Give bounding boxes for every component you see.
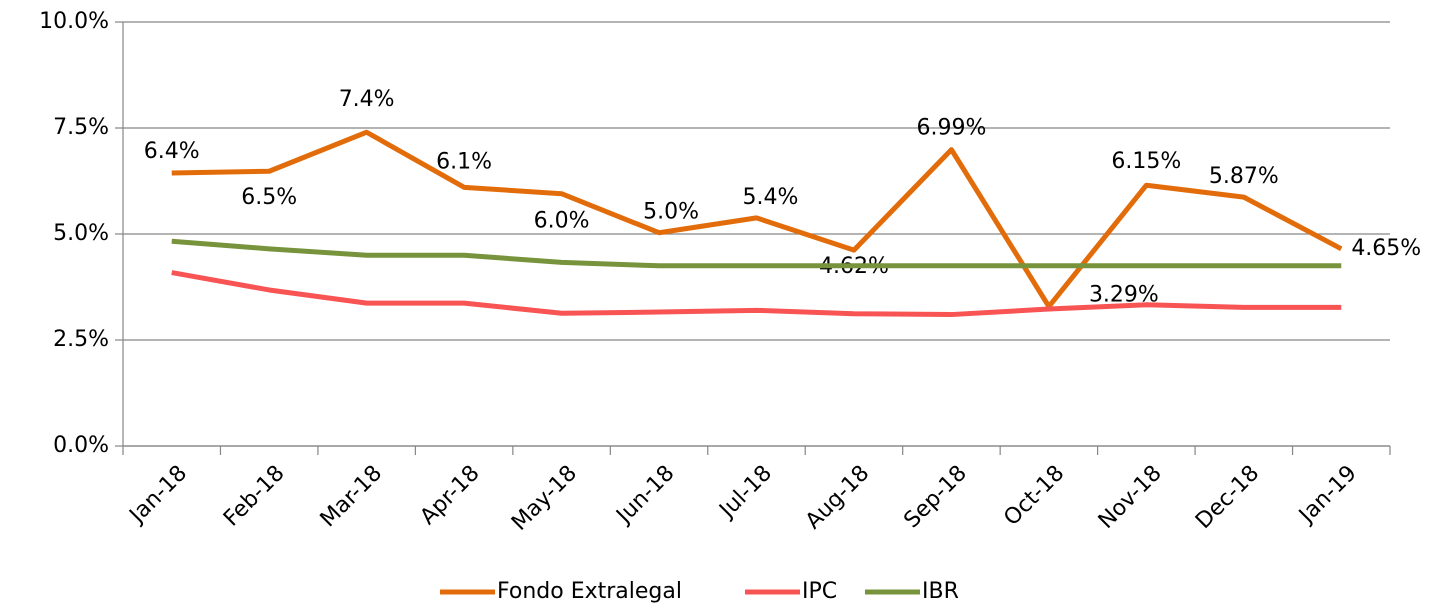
line-series (171, 270, 1342, 318)
x-tick-label: Sep-18 (899, 461, 971, 533)
line-series (171, 238, 1342, 269)
y-tick-label: 7.5% (53, 115, 109, 140)
data-label: 6.15% (1111, 149, 1181, 174)
x-tick-label: Feb-18 (219, 461, 290, 532)
legend-label: Fondo Extralegal (497, 579, 682, 604)
data-label: 5.4% (743, 185, 799, 210)
data-label: 7.4% (339, 87, 395, 112)
x-tick-label: Jun-18 (611, 461, 680, 530)
x-tick-label: Mar-18 (316, 461, 387, 532)
data-label: 6.1% (436, 149, 492, 174)
data-label: 6.5% (241, 185, 297, 210)
y-tick-label: 5.0% (53, 221, 109, 246)
data-label: 5.87% (1209, 164, 1279, 189)
x-tick-label: Oct-18 (999, 461, 1069, 531)
data-label: 6.0% (534, 209, 590, 234)
x-tick-label: Jul-18 (714, 461, 777, 524)
data-label: 6.4% (144, 139, 200, 164)
x-tick-label: Nov-18 (1094, 461, 1167, 534)
x-tick-label: Apr-18 (416, 461, 485, 530)
x-tick-label: May-18 (507, 461, 582, 536)
y-tick-label: 0.0% (53, 433, 109, 458)
data-label: 4.65% (1351, 236, 1421, 261)
legend-label: IBR (922, 579, 959, 604)
x-tick-label: Aug-18 (801, 461, 874, 534)
data-label: 5.0% (643, 200, 699, 225)
y-tick-label: 2.5% (53, 327, 109, 352)
x-tick-label: Dec-18 (1191, 461, 1264, 534)
x-tick-label: Jan-19 (1293, 461, 1361, 529)
legend-label: IPC (802, 579, 837, 604)
y-tick-label: 10.0% (39, 9, 109, 34)
x-tick-label: Jan-18 (124, 461, 192, 529)
data-label: 6.99% (916, 116, 986, 141)
line-series (171, 129, 1343, 310)
